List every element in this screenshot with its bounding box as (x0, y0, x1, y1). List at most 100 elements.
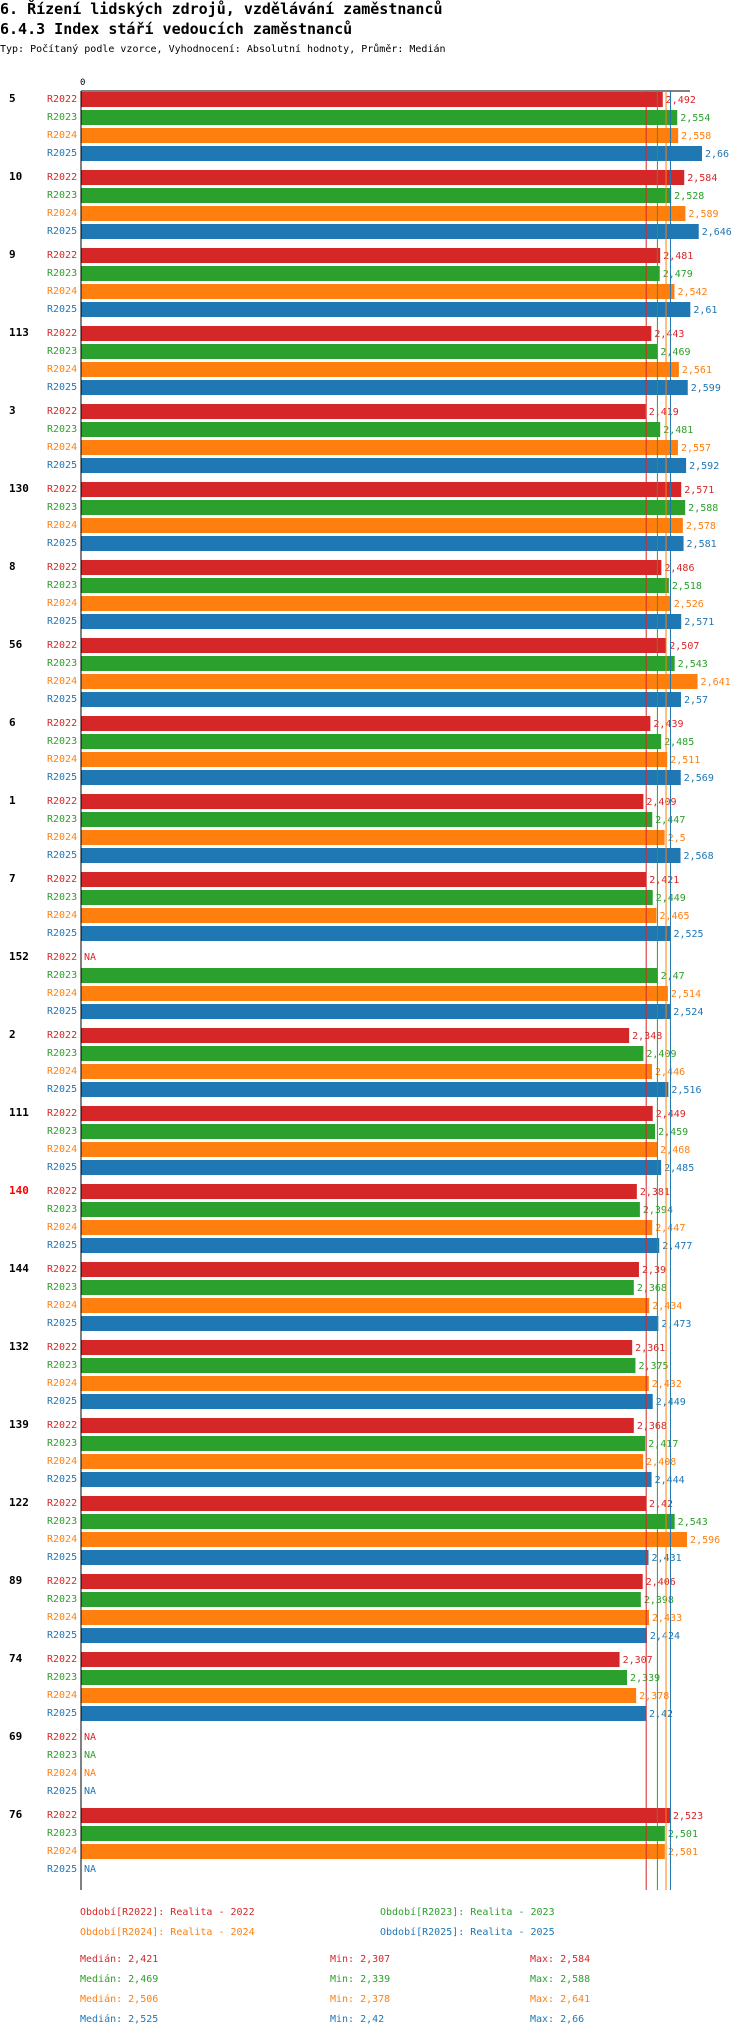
series-label: R2025 (47, 1084, 77, 1095)
group-label: 89 (9, 1574, 22, 1587)
series-label: R2025 (47, 1006, 77, 1017)
series-label: R2024 (47, 286, 77, 297)
data-label: 2,443 (654, 329, 684, 340)
series-label: R2022 (47, 1420, 77, 1431)
series-label: R2025 (47, 1552, 77, 1563)
stat-min: Min: 2,42 (330, 2014, 384, 2025)
bar (81, 656, 675, 671)
page-title: 6. Řízení lidských zdrojů, vzdělávání za… (0, 0, 443, 18)
series-label: R2024 (47, 1378, 77, 1389)
bar (81, 1202, 640, 1217)
data-label: 2,398 (644, 1595, 674, 1606)
bar (81, 1262, 639, 1277)
bar (81, 614, 682, 629)
bar (81, 1316, 659, 1331)
data-label: 2,61 (693, 305, 717, 316)
bar (81, 404, 646, 419)
bar (81, 908, 657, 923)
series-label: R2024 (47, 1456, 77, 1467)
bar (81, 596, 671, 611)
data-label: 2,528 (674, 191, 704, 202)
series-label: R2023 (47, 1828, 77, 1839)
na-label: NA (84, 952, 96, 963)
group-label: 1 (9, 794, 16, 807)
series-label: R2023 (47, 892, 77, 903)
series-label: R2024 (47, 1612, 77, 1623)
group-label: 5 (9, 92, 16, 105)
bar (81, 1064, 653, 1079)
data-label: 2,599 (691, 383, 721, 394)
data-label: 2,47 (661, 971, 685, 982)
bar (81, 422, 661, 437)
data-label: 2,307 (623, 1655, 653, 1666)
bar (81, 1340, 633, 1355)
data-label: 2,492 (666, 95, 696, 106)
bar (81, 266, 660, 281)
bar (81, 1124, 656, 1139)
bar (81, 812, 653, 827)
data-label: 2,444 (655, 1475, 685, 1486)
bar (81, 206, 686, 221)
data-label: 2,554 (680, 113, 710, 124)
series-label: R2025 (47, 1786, 77, 1797)
stat-max: Max: 2,66 (530, 2014, 584, 2025)
data-label: 2,584 (687, 173, 717, 184)
data-label: 2,348 (632, 1031, 662, 1042)
bar (81, 674, 698, 689)
data-label: 2,558 (681, 131, 711, 142)
series-label: R2023 (47, 970, 77, 981)
bar (81, 1628, 647, 1643)
group-label: 140 (9, 1184, 29, 1197)
data-label: 2,571 (684, 485, 714, 496)
legend-entry: Období[R2024]: Realita - 2024 (80, 1926, 255, 1938)
series-label: R2022 (47, 172, 77, 183)
stat-median: Medián: 2,469 (80, 1973, 158, 1985)
group-label: 76 (9, 1808, 23, 1821)
bar (81, 560, 662, 575)
series-label: R2022 (47, 1108, 77, 1119)
bar (81, 1142, 658, 1157)
bar (81, 1028, 630, 1043)
series-label: R2022 (47, 1264, 77, 1275)
data-label: 2,481 (663, 251, 693, 262)
series-label: R2025 (47, 928, 77, 939)
data-label: 2,469 (660, 347, 690, 358)
data-label: 2,409 (646, 797, 676, 808)
bar (81, 1436, 646, 1451)
group-label: 6 (9, 716, 16, 729)
series-label: R2022 (47, 1498, 77, 1509)
group-label: 3 (9, 404, 16, 417)
bar (81, 968, 658, 983)
bar (81, 1418, 634, 1433)
series-label: R2022 (47, 874, 77, 885)
data-label: 2,439 (653, 719, 683, 730)
group-label: 111 (9, 1106, 29, 1119)
bar (81, 830, 665, 845)
bar (81, 482, 682, 497)
bar (81, 890, 653, 905)
data-label: 2,486 (664, 563, 694, 574)
series-label: R2022 (47, 952, 77, 963)
series-label: R2023 (47, 112, 77, 123)
bar (81, 1652, 620, 1667)
bar (81, 1082, 669, 1097)
bar (81, 794, 644, 809)
data-label: 2,542 (677, 287, 707, 298)
series-label: R2025 (47, 382, 77, 393)
series-label: R2024 (47, 364, 77, 375)
series-label: R2024 (47, 1066, 77, 1077)
series-label: R2023 (47, 190, 77, 201)
bar (81, 752, 668, 767)
data-label: 2,339 (630, 1673, 660, 1684)
series-label: R2024 (47, 676, 77, 687)
series-label: R2023 (47, 1438, 77, 1449)
group-label: 2 (9, 1028, 16, 1041)
data-label: 2,518 (672, 581, 702, 592)
group-label: 130 (9, 482, 29, 495)
bar (81, 1394, 653, 1409)
data-label: 2,421 (649, 875, 679, 886)
na-label: NA (84, 1732, 96, 1743)
series-label: R2024 (47, 754, 77, 765)
bar (81, 1670, 628, 1685)
